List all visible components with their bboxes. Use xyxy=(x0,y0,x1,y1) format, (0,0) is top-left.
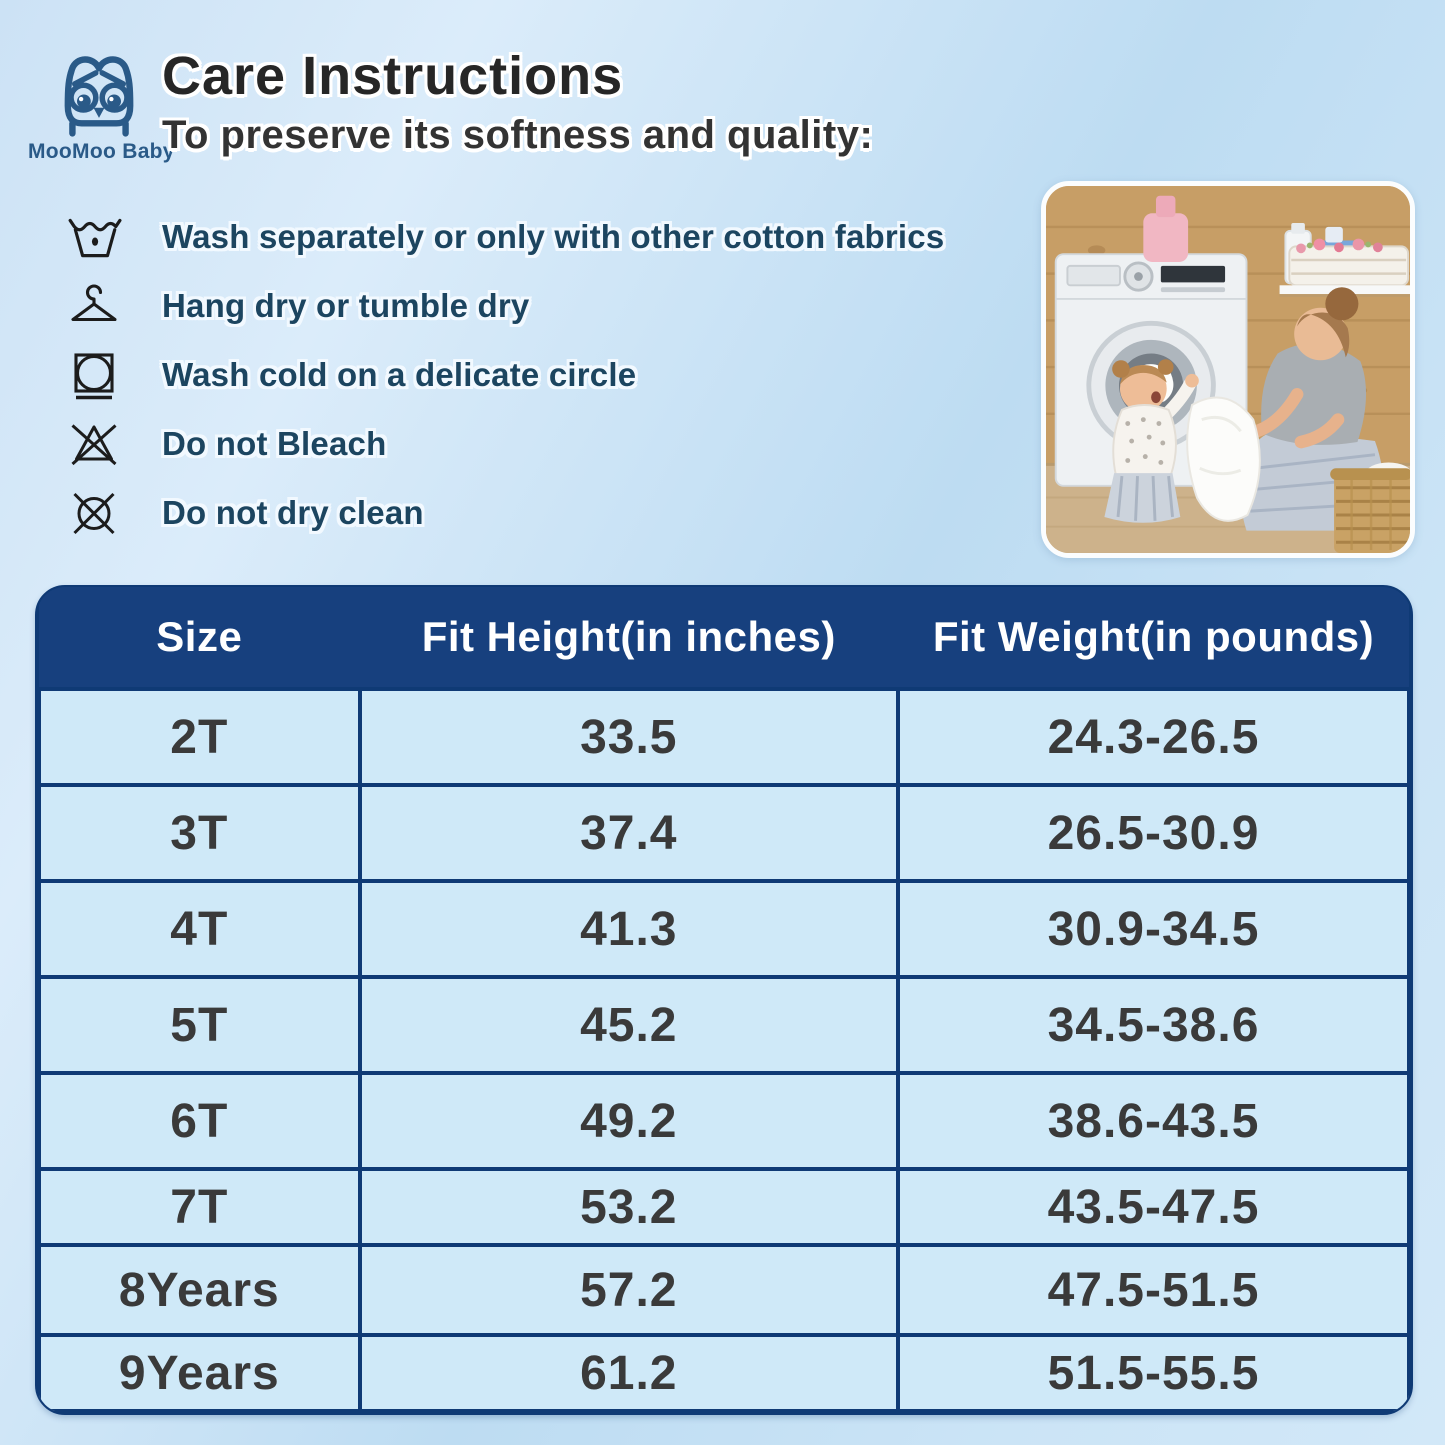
do-not-bleach-icon xyxy=(58,416,130,472)
page-subtitle: To preserve its softness and quality: xyxy=(162,112,874,157)
size-cell: 4T xyxy=(37,879,362,979)
care-text: Wash cold on a delicate circle xyxy=(162,355,637,393)
size-cell: 2T xyxy=(37,687,362,787)
weight-cell: 43.5-47.5 xyxy=(895,1167,1411,1247)
col-header-size: Size xyxy=(39,587,360,691)
care-item-no-bleach: Do not Bleach xyxy=(58,409,1048,478)
height-cell: 49.2 xyxy=(357,1071,900,1171)
brand-name: MooMoo Baby xyxy=(28,140,175,163)
size-cell: 3T xyxy=(37,783,362,883)
size-cell: 5T xyxy=(37,975,362,1075)
care-item-hang-dry: Hang dry or tumble dry xyxy=(58,271,1048,340)
do-not-dry-clean-icon xyxy=(58,485,130,541)
owl-logo-icon xyxy=(64,56,134,137)
size-cell: 9Years xyxy=(37,1333,362,1413)
col-header-fit-weight: Fit Weight(in pounds) xyxy=(897,587,1409,691)
table-row-8years: 8Years 57.2 47.5-51.5 xyxy=(37,1243,1411,1337)
weight-cell: 26.5-30.9 xyxy=(895,783,1411,883)
brand-logo: MooMoo Baby xyxy=(28,50,175,164)
weight-cell: 30.9-34.5 xyxy=(895,879,1411,979)
laundry-photo-illustration xyxy=(1046,186,1410,553)
weight-cell: 24.3-26.5 xyxy=(895,687,1411,787)
care-text: Do not dry clean xyxy=(162,493,424,531)
height-cell: 33.5 xyxy=(357,687,900,787)
table-row-3t: 3T 37.4 26.5-30.9 xyxy=(37,783,1411,883)
care-item-no-dry-clean: Do not dry clean xyxy=(58,478,1048,547)
height-cell: 45.2 xyxy=(357,975,900,1075)
height-cell: 57.2 xyxy=(357,1243,900,1337)
size-table: Size Fit Height(in inches) Fit Weight(in… xyxy=(37,587,1411,1413)
care-item-wash-cold: Wash cold on a delicate circle xyxy=(58,340,1048,409)
size-cell: 8Years xyxy=(37,1243,362,1337)
hanger-icon xyxy=(58,278,130,334)
care-text: Do not Bleach xyxy=(162,424,387,462)
table-row-2t: 2T 33.5 24.3-26.5 xyxy=(37,687,1411,787)
page-title: Care Instructions xyxy=(162,46,624,106)
table-row-6t: 6T 49.2 38.6-43.5 xyxy=(37,1071,1411,1171)
table-row-4t: 4T 41.3 30.9-34.5 xyxy=(37,879,1411,979)
weight-cell: 47.5-51.5 xyxy=(895,1243,1411,1337)
size-chart: Size Fit Height(in inches) Fit Weight(in… xyxy=(35,585,1413,1415)
height-cell: 41.3 xyxy=(357,879,900,979)
table-row-7t: 7T 53.2 43.5-47.5 xyxy=(37,1167,1411,1247)
col-header-fit-height: Fit Height(in inches) xyxy=(359,587,898,691)
weight-cell: 51.5-55.5 xyxy=(895,1333,1411,1413)
size-cell: 7T xyxy=(37,1167,362,1247)
weight-cell: 34.5-38.6 xyxy=(895,975,1411,1075)
care-text: Wash separately or only with other cotto… xyxy=(162,217,945,255)
size-table-header-row: Size Fit Height(in inches) Fit Weight(in… xyxy=(39,587,1409,691)
table-row-5t: 5T 45.2 34.5-38.6 xyxy=(37,975,1411,1075)
wash-tub-icon xyxy=(58,208,130,266)
care-list: Wash separately or only with other cotto… xyxy=(58,202,1048,547)
care-item-wash-separately: Wash separately or only with other cotto… xyxy=(58,202,1048,271)
table-row-9years: 9Years 61.2 51.5-55.5 xyxy=(37,1333,1411,1413)
care-text: Hang dry or tumble dry xyxy=(162,286,530,324)
laundry-photo xyxy=(1041,181,1415,558)
height-cell: 37.4 xyxy=(357,783,900,883)
height-cell: 53.2 xyxy=(357,1167,900,1247)
height-cell: 61.2 xyxy=(357,1333,900,1413)
size-cell: 6T xyxy=(37,1071,362,1171)
weight-cell: 38.6-43.5 xyxy=(895,1071,1411,1171)
delicate-cycle-icon xyxy=(58,347,130,403)
